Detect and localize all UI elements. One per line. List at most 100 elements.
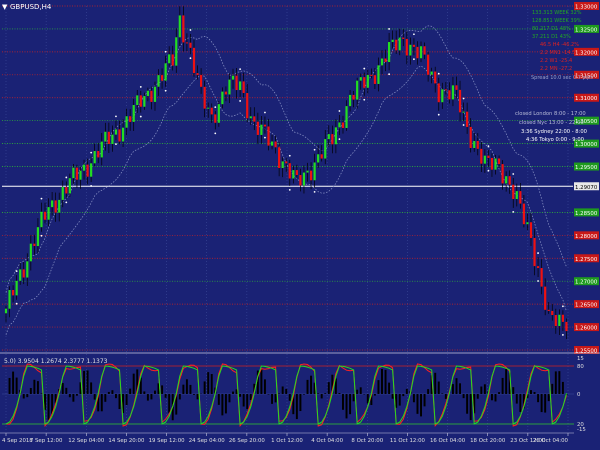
candle-body[interactable] [175,37,178,66]
candle-body[interactable] [51,200,54,208]
candle-body[interactable] [136,95,139,106]
candle-body[interactable] [72,167,75,179]
candle-body[interactable] [384,58,387,63]
candle-body[interactable] [129,116,132,122]
candle-body[interactable] [427,54,430,75]
candle-body[interactable] [61,186,64,200]
candle-body[interactable] [189,42,192,48]
candle-body[interactable] [320,154,323,159]
candle-body[interactable] [533,237,536,267]
candle-body[interactable] [242,81,245,94]
candle-body[interactable] [455,85,458,90]
candle-body[interactable] [476,141,479,149]
candle-body[interactable] [43,211,47,220]
candle-body[interactable] [249,116,252,119]
candle-body[interactable] [82,164,86,171]
candle-body[interactable] [217,104,220,123]
candle-body[interactable] [97,151,100,158]
candle-body[interactable] [22,269,25,278]
candle-body[interactable] [8,290,11,309]
candle-body[interactable] [207,107,210,109]
candle-body[interactable] [143,96,146,107]
candle-body[interactable] [466,111,469,127]
candle-body[interactable] [554,315,557,326]
candle-body[interactable] [182,15,185,43]
candle-body[interactable] [178,15,181,38]
candle-body[interactable] [292,170,295,179]
candle-body[interactable] [377,65,380,84]
candle-body[interactable] [160,75,164,81]
candle-body[interactable] [157,75,160,87]
candle-body[interactable] [561,314,565,322]
candle-body[interactable] [505,176,508,184]
candle-body[interactable] [437,83,440,103]
candle-body[interactable] [15,280,18,296]
candle-body[interactable] [508,176,511,185]
candle-body[interactable] [90,163,93,177]
candle-body[interactable] [221,91,224,105]
candle-body[interactable] [444,89,447,91]
candle-body[interactable] [231,75,235,80]
candle-body[interactable] [185,42,189,44]
candle-body[interactable] [519,191,522,204]
candle-body[interactable] [512,184,515,200]
candle-body[interactable] [239,81,242,91]
candle-body[interactable] [373,75,377,84]
candle-body[interactable] [540,268,543,287]
candle-body[interactable] [302,172,306,186]
candle-body[interactable] [235,75,238,91]
candle-body[interactable] [285,161,288,164]
candle-body[interactable] [253,116,256,122]
candle-body[interactable] [494,158,497,170]
candle-body[interactable] [4,308,8,314]
candle-body[interactable] [334,127,337,145]
candle-body[interactable] [121,127,125,142]
candle-body[interactable] [199,75,203,87]
candle-body[interactable] [391,39,394,43]
chart-menu-icon[interactable]: ▼ [2,3,8,11]
candle-body[interactable] [366,74,369,88]
candle-body[interactable] [356,80,359,100]
candle-body[interactable] [309,170,313,181]
candle-body[interactable] [544,286,547,310]
candle-body[interactable] [497,158,501,165]
candle-body[interactable] [547,309,550,311]
candle-body[interactable] [29,243,32,262]
candle-body[interactable] [409,44,412,56]
candle-body[interactable] [196,73,199,76]
candle-body[interactable] [79,170,82,180]
candle-body[interactable] [327,134,330,140]
candle-body[interactable] [558,314,561,326]
candle-body[interactable] [36,227,40,247]
candle-body[interactable] [260,124,263,135]
candle-body[interactable] [150,90,153,102]
candle-body[interactable] [402,37,405,39]
candle-body[interactable] [324,139,327,159]
candle-body[interactable] [125,116,128,128]
candle-body[interactable] [490,157,494,170]
candle-body[interactable] [430,71,433,75]
candle-body[interactable] [398,37,401,51]
candle-body[interactable] [203,86,206,109]
candle-body[interactable] [434,71,437,84]
candle-body[interactable] [33,243,36,247]
candle-body[interactable] [480,148,483,164]
candle-body[interactable] [331,134,334,145]
candle-body[interactable] [246,93,249,119]
candle-body[interactable] [214,114,217,123]
candle-body[interactable] [501,164,504,184]
candle-body[interactable] [256,121,259,135]
candle-body[interactable] [515,191,518,200]
candle-body[interactable] [345,106,348,128]
candle-body[interactable] [107,131,110,144]
candle-body[interactable] [416,46,419,59]
candle-body[interactable] [270,141,274,146]
candle-body[interactable] [19,269,22,281]
candle-body[interactable] [11,290,15,296]
candle-body[interactable] [58,199,61,213]
candle-body[interactable] [370,74,373,76]
candle-body[interactable] [338,122,341,128]
candle-body[interactable] [100,141,103,158]
candle-body[interactable] [104,131,107,142]
candle-body[interactable] [423,46,426,55]
